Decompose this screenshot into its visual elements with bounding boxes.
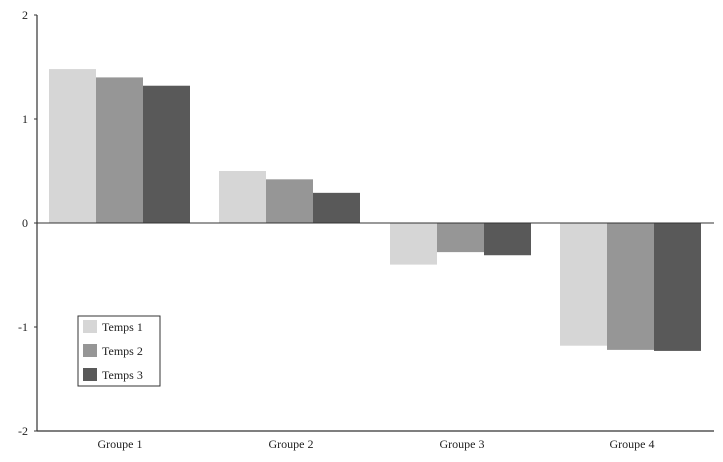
bar-groupe-3-temps-2 — [437, 223, 484, 253]
legend-swatch-temps-2 — [83, 344, 97, 357]
legend-swatch-temps-3 — [83, 368, 97, 381]
y-tick-label: -2 — [18, 424, 28, 438]
x-tick-label: Groupe 4 — [610, 437, 655, 451]
bar-groupe-4-temps-2 — [607, 223, 654, 350]
bar-groupe-4-temps-3 — [654, 223, 701, 351]
legend-label: Temps 1 — [102, 320, 143, 334]
bars-layer — [49, 69, 701, 351]
bar-groupe-3-temps-1 — [390, 223, 437, 265]
legend-label: Temps 3 — [102, 368, 143, 382]
legend: Temps 1 Temps 2 Temps 3 — [77, 315, 161, 387]
x-tick-label: Groupe 1 — [98, 437, 143, 451]
y-tick-label: 0 — [22, 216, 28, 230]
bar-groupe-2-temps-3 — [313, 192, 360, 223]
bar-groupe-2-temps-1 — [219, 171, 266, 223]
x-tick-label: Groupe 3 — [440, 437, 485, 451]
y-tick-label: 2 — [22, 8, 28, 22]
bar-groupe-1-temps-3 — [143, 85, 190, 223]
bar-groupe-4-temps-1 — [560, 223, 607, 346]
legend-label: Temps 2 — [102, 344, 143, 358]
x-tick-label: Groupe 2 — [269, 437, 314, 451]
bar-groupe-2-temps-2 — [266, 179, 313, 223]
ticks-layer: 2 1 0 -1 -2 Groupe 1 Groupe 2 Groupe 3 Groupe 4 — [18, 8, 655, 451]
y-tick-label: -1 — [18, 320, 28, 334]
bar-groupe-3-temps-3 — [484, 223, 531, 256]
y-tick-label: 1 — [22, 112, 28, 126]
bar-groupe-1-temps-2 — [96, 77, 143, 224]
bar-groupe-1-temps-1 — [49, 69, 96, 223]
legend-swatch-temps-1 — [83, 320, 97, 333]
